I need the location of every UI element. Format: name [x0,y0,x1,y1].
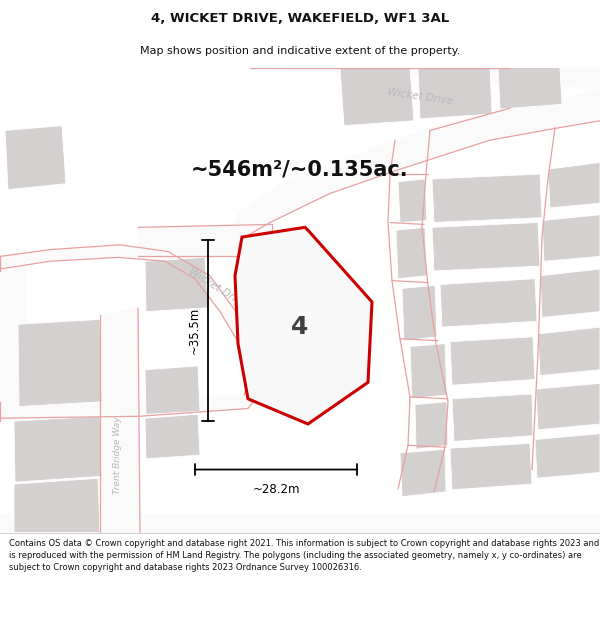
Text: Map shows position and indicative extent of the property.: Map shows position and indicative extent… [140,46,460,56]
Polygon shape [548,162,600,208]
Polygon shape [415,402,448,449]
Polygon shape [540,269,600,318]
Polygon shape [145,414,200,459]
Polygon shape [418,68,492,119]
Polygon shape [145,258,208,312]
Polygon shape [18,319,102,406]
Polygon shape [14,416,102,482]
Polygon shape [398,179,427,222]
Text: Trent Bridge Way: Trent Bridge Way [113,416,122,494]
Text: ~35.5m: ~35.5m [187,307,200,354]
Polygon shape [452,394,533,441]
Polygon shape [0,251,28,421]
Text: Contains OS data © Crown copyright and database right 2021. This information is : Contains OS data © Crown copyright and d… [9,539,599,572]
Polygon shape [14,478,100,532]
Polygon shape [145,366,200,414]
Polygon shape [235,228,372,424]
Polygon shape [396,228,427,279]
Polygon shape [0,245,265,418]
Polygon shape [138,224,272,259]
Polygon shape [400,449,446,497]
Text: ~546m²/~0.135ac.: ~546m²/~0.135ac. [191,159,409,179]
Polygon shape [498,68,562,109]
Text: ~28.2m: ~28.2m [252,483,300,496]
Polygon shape [538,327,600,376]
Text: Wicket Drive: Wicket Drive [187,267,249,310]
Text: 4: 4 [292,315,308,339]
Polygon shape [535,434,600,478]
Polygon shape [440,279,537,327]
Text: Wicket Drive: Wicket Drive [386,87,454,106]
Polygon shape [536,383,600,430]
Polygon shape [5,126,66,189]
Polygon shape [432,174,542,222]
Polygon shape [100,308,140,532]
Polygon shape [410,344,447,399]
Polygon shape [432,222,540,271]
Polygon shape [340,68,414,126]
Text: 4, WICKET DRIVE, WAKEFIELD, WF1 3AL: 4, WICKET DRIVE, WAKEFIELD, WF1 3AL [151,12,449,26]
Polygon shape [0,513,600,532]
Polygon shape [230,68,600,237]
Polygon shape [450,337,535,385]
Polygon shape [542,215,600,261]
Polygon shape [450,443,532,490]
Polygon shape [402,286,437,341]
